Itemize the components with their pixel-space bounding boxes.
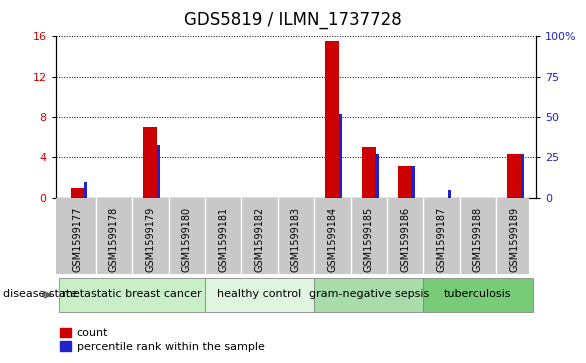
Text: GSM1599177: GSM1599177 [73, 207, 83, 272]
Bar [70, 188, 84, 198]
Bar [398, 166, 412, 198]
Bar [84, 182, 87, 198]
Text: GSM1599182: GSM1599182 [254, 207, 264, 272]
Bar [325, 41, 339, 198]
Text: GSM1599178: GSM1599178 [109, 207, 119, 272]
Text: healthy control: healthy control [217, 289, 302, 299]
Bar [362, 147, 376, 198]
Bar [375, 154, 379, 198]
Text: tuberculosis: tuberculosis [444, 289, 512, 299]
Text: gram-negative sepsis: gram-negative sepsis [309, 289, 429, 299]
Bar [59, 278, 205, 312]
Text: GSM1599186: GSM1599186 [400, 207, 410, 272]
Bar [411, 166, 415, 198]
Bar [448, 190, 451, 198]
Text: GDS5819 / ILMN_1737728: GDS5819 / ILMN_1737728 [184, 11, 402, 29]
Bar [520, 154, 524, 198]
Bar [156, 144, 160, 198]
Text: GSM1599189: GSM1599189 [509, 207, 519, 272]
Text: disease state: disease state [3, 289, 77, 299]
Text: GSM1599187: GSM1599187 [437, 207, 447, 272]
Bar [144, 127, 157, 198]
Bar [507, 154, 522, 198]
Bar [314, 278, 423, 312]
Text: metastatic breast cancer: metastatic breast cancer [62, 289, 202, 299]
Text: GSM1599179: GSM1599179 [145, 207, 155, 272]
Text: GSM1599184: GSM1599184 [328, 207, 338, 272]
Bar [205, 278, 314, 312]
Text: GSM1599185: GSM1599185 [364, 207, 374, 272]
Bar [423, 278, 533, 312]
Text: GSM1599188: GSM1599188 [473, 207, 483, 272]
Legend: count, percentile rank within the sample: count, percentile rank within the sample [56, 323, 269, 356]
Text: GSM1599183: GSM1599183 [291, 207, 301, 272]
Bar [339, 114, 342, 198]
Text: GSM1599180: GSM1599180 [182, 207, 192, 272]
Text: GSM1599181: GSM1599181 [218, 207, 228, 272]
